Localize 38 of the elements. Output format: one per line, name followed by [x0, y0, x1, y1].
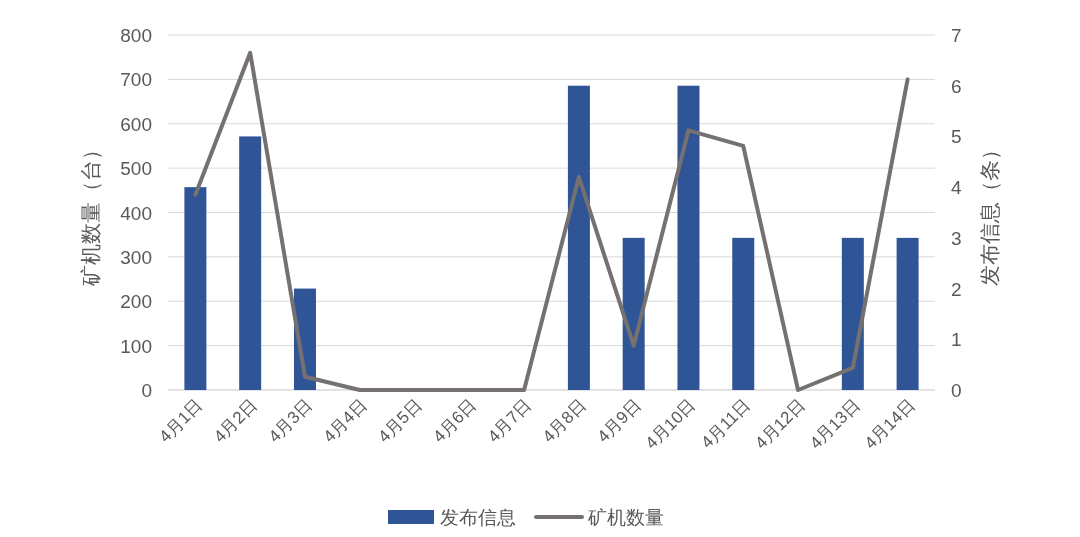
legend-label: 矿机数量	[587, 507, 664, 528]
bar	[184, 187, 207, 390]
y-tick-label: 400	[120, 202, 152, 224]
y-tick-label: 300	[120, 246, 152, 268]
bar	[567, 85, 590, 390]
bar	[896, 237, 919, 390]
y-tick-label: 100	[120, 335, 152, 357]
x-tick-label: 4月4日	[319, 395, 371, 447]
y-tick-label: 800	[120, 25, 152, 46]
y-tick-label: 0	[141, 380, 152, 401]
y2-tick-label: 1	[951, 329, 962, 351]
bar	[239, 136, 262, 390]
y2-axis-title: 发布信息（条）	[978, 139, 1001, 286]
legend-label: 发布信息	[440, 507, 516, 528]
y-tick-label: 500	[120, 158, 152, 180]
bar	[732, 237, 755, 390]
y-axis-title: 矿机数量（台）	[79, 139, 102, 287]
line-series	[193, 50, 910, 392]
x-tick-label: 4月3日	[264, 395, 316, 447]
x-tick-label: 4月7日	[484, 395, 535, 447]
x-tick-label: 4月8日	[538, 395, 590, 447]
x-tick-label: 4月1日	[155, 395, 207, 447]
bar	[677, 85, 700, 390]
y2-tick-label: 5	[951, 126, 962, 148]
bar	[841, 237, 864, 390]
y2-tick-label: 2	[951, 278, 962, 300]
y-tick-label: 200	[120, 291, 152, 313]
y2-tick-label: 0	[951, 380, 962, 401]
y2-tick-label: 6	[951, 75, 962, 97]
y2-tick-label: 3	[951, 227, 962, 249]
x-tick-label: 4月2日	[210, 395, 262, 447]
y2-tick-label: 7	[951, 25, 962, 46]
x-tick-label: 4月6日	[429, 395, 481, 447]
y-tick-label: 600	[120, 113, 152, 135]
y-tick-label: 700	[120, 69, 152, 91]
y2-tick-label: 4	[951, 177, 962, 199]
bar	[622, 237, 645, 390]
x-tick-label: 4月5日	[374, 395, 426, 447]
